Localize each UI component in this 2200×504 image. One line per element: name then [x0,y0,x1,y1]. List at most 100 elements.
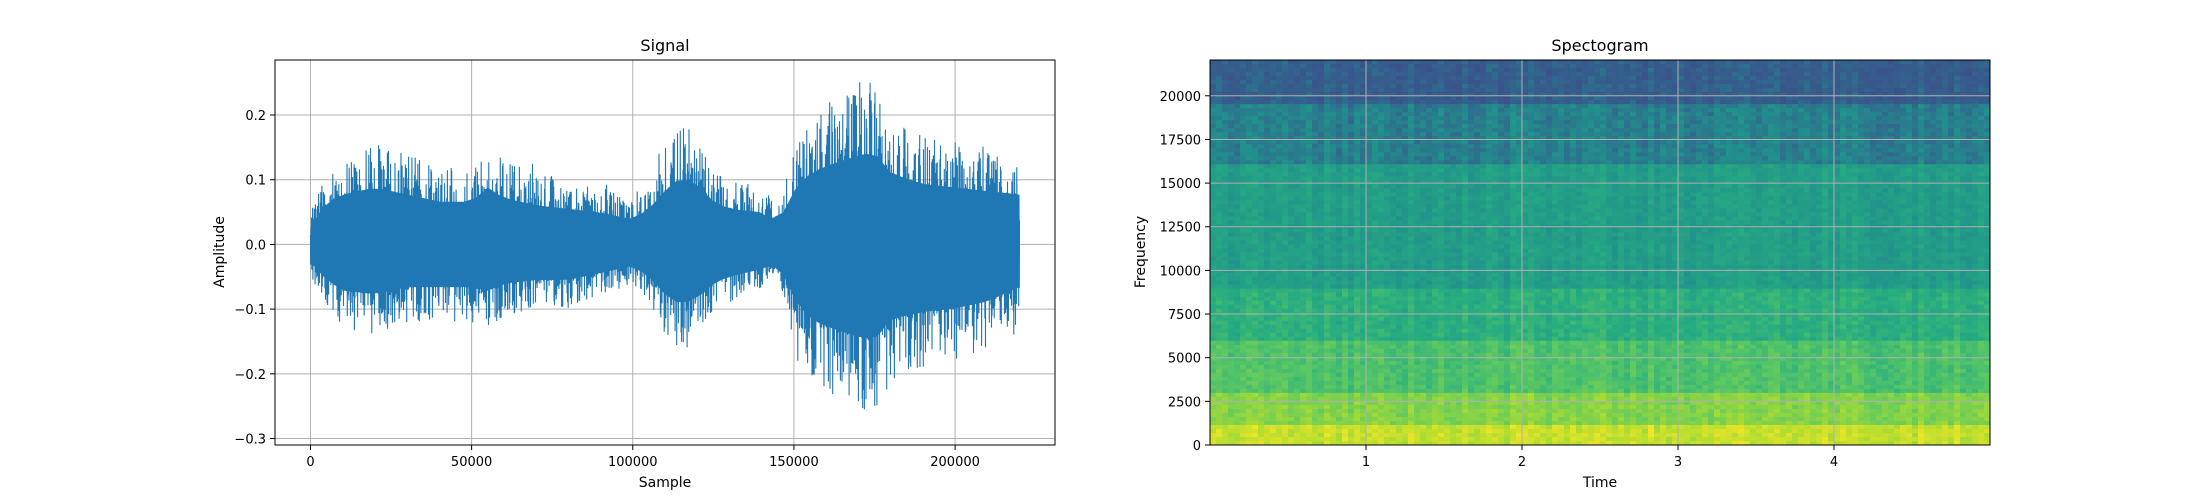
spectrogram-cell [1462,76,1469,81]
spectrogram-cell [1504,196,1511,201]
spectrogram-cell [1816,64,1823,69]
spectrogram-cell [1612,64,1619,69]
spectrogram-cell [1750,160,1757,165]
spectrogram-cell [1528,144,1535,149]
spectrogram-cell [1864,200,1871,205]
spectrogram-cell [1696,72,1703,77]
spectrogram-cell [1870,164,1877,169]
spectrogram-cell [1366,108,1373,113]
spectrogram-cell [1396,200,1403,205]
spectrogram-cell [1426,60,1433,65]
spectrogram-cell [1876,96,1883,101]
spectrogram-cell [1300,196,1307,201]
spectrogram-cell [1660,156,1667,161]
spectrogram-cell [1648,116,1655,121]
spectrogram-cell [1468,96,1475,101]
spectrogram-cell [1396,64,1403,69]
spectrogram-cell [1492,96,1499,101]
spectrogram-cell [1780,148,1787,153]
spectrogram-cell [1870,184,1877,189]
spectrogram-cell [1306,164,1313,169]
spectrogram-cell [1522,152,1529,157]
spectrogram-cell [1810,112,1817,117]
spectrogram-cell [1612,172,1619,177]
spectrogram-cell [1336,116,1343,121]
spectrogram-cell [1390,208,1397,213]
spectrogram-cell [1402,136,1409,141]
spectrogram-cell [1690,72,1697,77]
spectrogram-cell [1564,120,1571,125]
spectrogram-cell [1276,188,1283,193]
spectrogram-cell [1684,76,1691,81]
spectrogram-cell [1624,200,1631,205]
spectrogram-cell [1582,156,1589,161]
spectrogram-cell [1390,144,1397,149]
spectrogram-cell [1228,64,1235,69]
spectrogram-cell [1348,172,1355,177]
spectrogram-cell [1882,188,1889,193]
spectrogram-cell [1456,64,1463,69]
spectrogram-cell [1720,100,1727,105]
spectrogram-cell [1612,136,1619,141]
spectrogram-cell [1708,192,1715,197]
spectrogram-cell [1942,112,1949,117]
spectrogram-cell [1936,104,1943,109]
spectrogram-cell [1666,164,1673,169]
spectrogram-cell [1576,108,1583,113]
spectrogram-cell [1228,76,1235,81]
spectrogram-cell [1348,128,1355,133]
spectrogram-cell [1882,184,1889,189]
spectrogram-cell [1660,84,1667,89]
spectrogram-cell [1480,208,1487,213]
spectrogram-cell [1270,124,1277,129]
spectrogram-cell [1642,192,1649,197]
spectrogram-cell [1696,136,1703,141]
spectrogram-cell [1678,60,1685,65]
spectrogram-cell [1408,152,1415,157]
spectrogram-cell [1384,152,1391,157]
spectrogram-cell [1690,100,1697,105]
spectrogram-cell [1318,108,1325,113]
spectrogram-cell [1684,116,1691,121]
spectrogram-cell [1264,72,1271,77]
spectrogram-cell [1816,128,1823,133]
spectrogram-cell [1534,208,1541,213]
spectrogram-cell [1552,204,1559,209]
spectrogram-cell [1234,160,1241,165]
spectrogram-cell [1480,72,1487,77]
spectrogram-cell [1456,200,1463,205]
spectrogram-cell [1594,60,1601,65]
spectrogram-cell [1972,100,1979,105]
spectrogram-cell [1822,68,1829,73]
spectrogram-cell [1876,168,1883,173]
spectrogram-cell [1918,80,1925,85]
spectrogram-cell [1906,120,1913,125]
spectrogram-cell [1666,140,1673,145]
spectrogram-cell [1378,200,1385,205]
spectrogram-cell [1642,120,1649,125]
spectrogram-cell [1882,208,1889,213]
spectrogram-cell [1582,116,1589,121]
spectrogram-cell [1240,156,1247,161]
spectrogram-cell [1216,152,1223,157]
spectrogram-cell [1762,64,1769,69]
spectrogram-cell [1936,140,1943,145]
spectrogram-cell [1348,184,1355,189]
spectrogram-cell [1936,188,1943,193]
spectrogram-cell [1432,96,1439,101]
spectrogram-cell [1750,156,1757,161]
spectrogram-cell [1540,128,1547,133]
spectrogram-cell [1804,108,1811,113]
spectrogram-cell [1624,108,1631,113]
spectrogram-cell [1474,172,1481,177]
spectrogram-cell [1294,64,1301,69]
spectrogram-cell [1648,60,1655,65]
spectrogram-cell [1522,80,1529,85]
spectrogram-cell [1354,192,1361,197]
spectrogram-cell [1948,88,1955,93]
spectrogram-cell [1798,60,1805,65]
spectrogram-cell [1618,104,1625,109]
spectrogram-cell [1468,88,1475,93]
spectrogram-cell [1918,152,1925,157]
spectrogram-cell [1840,96,1847,101]
